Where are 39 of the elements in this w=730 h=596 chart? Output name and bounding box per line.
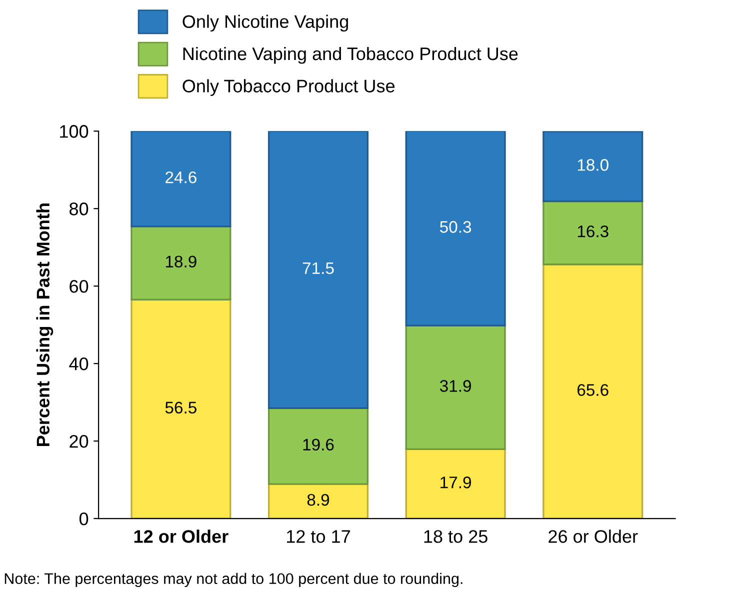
x-tick-label: 18 to 25 <box>424 530 488 543</box>
bar <box>268 131 369 409</box>
bar <box>405 448 506 519</box>
bar <box>268 407 369 485</box>
data-label: 56.5 <box>165 402 196 414</box>
bar <box>405 131 506 326</box>
bar <box>130 298 232 519</box>
y-tick-label: 80 <box>70 202 88 216</box>
y-tick-label: 100 <box>60 125 88 138</box>
data-label: 8.9 <box>307 494 330 506</box>
y-tick-label: 60 <box>70 280 88 293</box>
bar <box>405 324 506 450</box>
bar <box>268 483 369 519</box>
bar <box>130 226 232 300</box>
bar <box>542 131 644 202</box>
data-label: 19.6 <box>303 438 334 451</box>
data-label: 16.3 <box>578 225 608 238</box>
legend-label: Nicotine Vaping and Tobacco Product Use <box>183 46 518 64</box>
bar <box>542 200 644 266</box>
text: Note: The percentages may not add to 100 percent due to rounding. <box>4 572 462 588</box>
data-label: 71.5 <box>302 262 334 274</box>
x-tick-label: 26 or Older <box>548 530 638 543</box>
data-label: 17.9 <box>440 476 471 488</box>
data-label: 50.3 <box>440 221 472 233</box>
bar <box>542 264 644 519</box>
y-tick-label: 0 <box>79 512 88 526</box>
x-tick-label: 12 to 17 <box>286 530 350 543</box>
data-label: 18.0 <box>578 159 608 171</box>
data-label: 65.6 <box>577 384 608 396</box>
y-axis-title: Percent Using in Past Month <box>36 204 54 446</box>
legend-label: Only Nicotine Vaping <box>182 14 348 32</box>
data-label: 18.9 <box>166 256 196 268</box>
legend-label: Only Tobacco Product Use <box>182 79 395 96</box>
data-label: 24.6 <box>166 171 196 184</box>
data-label: 31.9 <box>440 380 471 392</box>
bar <box>130 131 232 228</box>
x-tick-label: 12 or Older <box>134 530 228 543</box>
y-tick-label: 40 <box>69 357 88 370</box>
y-tick-label: 20 <box>70 434 88 448</box>
